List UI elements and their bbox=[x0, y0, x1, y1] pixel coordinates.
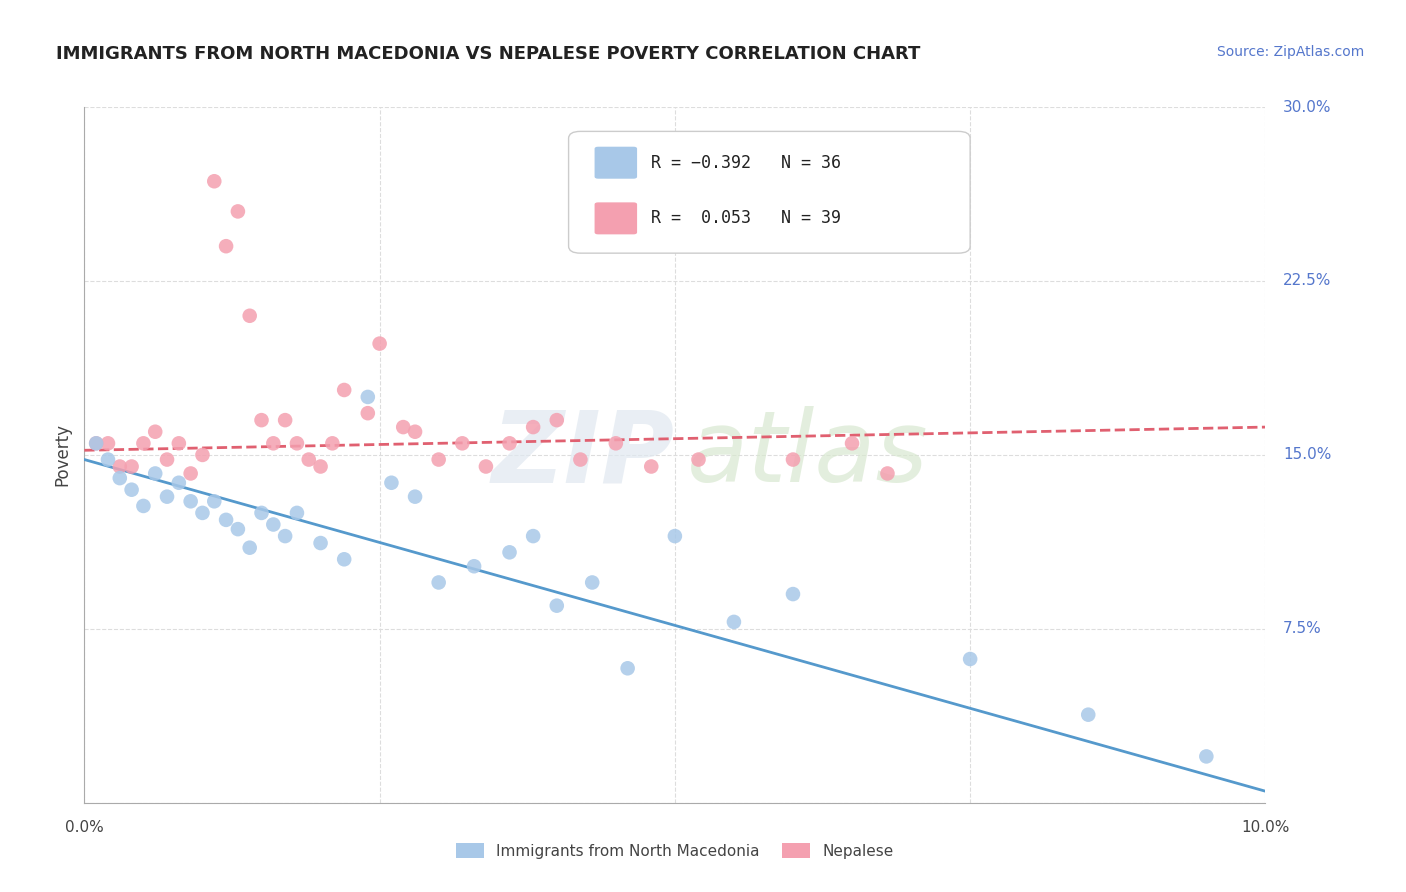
Point bbox=[427, 452, 450, 467]
Text: R = −0.392   N = 36: R = −0.392 N = 36 bbox=[651, 153, 841, 171]
Legend: Immigrants from North Macedonia, Nepalese: Immigrants from North Macedonia, Nepales… bbox=[450, 837, 900, 864]
Point bbox=[605, 436, 627, 450]
Point bbox=[333, 552, 356, 566]
Text: 7.5%: 7.5% bbox=[1284, 622, 1322, 636]
Point bbox=[191, 506, 214, 520]
Point bbox=[274, 413, 297, 427]
Point bbox=[404, 490, 426, 504]
Point bbox=[239, 309, 262, 323]
Point bbox=[191, 448, 214, 462]
Text: 30.0%: 30.0% bbox=[1284, 100, 1331, 114]
FancyBboxPatch shape bbox=[595, 202, 637, 235]
Text: 15.0%: 15.0% bbox=[1284, 448, 1331, 462]
FancyBboxPatch shape bbox=[568, 131, 970, 253]
Point bbox=[309, 459, 332, 474]
Point bbox=[782, 587, 804, 601]
Point bbox=[262, 517, 284, 532]
Point bbox=[250, 506, 273, 520]
Point bbox=[298, 452, 321, 467]
Point bbox=[522, 420, 544, 434]
Point bbox=[180, 494, 202, 508]
Point bbox=[688, 452, 710, 467]
Text: ZIP: ZIP bbox=[492, 407, 675, 503]
Point bbox=[546, 599, 568, 613]
FancyBboxPatch shape bbox=[595, 146, 637, 178]
Point bbox=[202, 174, 225, 188]
Point bbox=[876, 467, 898, 481]
Point bbox=[167, 436, 190, 450]
Point bbox=[143, 425, 166, 439]
Point bbox=[108, 471, 131, 485]
Text: 0.0%: 0.0% bbox=[65, 821, 104, 835]
Point bbox=[1077, 707, 1099, 722]
Point bbox=[309, 536, 332, 550]
Point bbox=[132, 436, 155, 450]
Point bbox=[959, 652, 981, 666]
Text: R =  0.053   N = 39: R = 0.053 N = 39 bbox=[651, 210, 841, 227]
Point bbox=[333, 383, 356, 397]
Point bbox=[782, 452, 804, 467]
Point bbox=[226, 204, 249, 219]
Point bbox=[108, 459, 131, 474]
Point bbox=[841, 436, 863, 450]
Point bbox=[262, 436, 284, 450]
Y-axis label: Poverty: Poverty bbox=[53, 424, 72, 486]
Point bbox=[285, 506, 308, 520]
Point bbox=[427, 575, 450, 590]
Point bbox=[167, 475, 190, 490]
Point bbox=[121, 459, 143, 474]
Point bbox=[546, 413, 568, 427]
Point bbox=[215, 239, 238, 253]
Point bbox=[380, 475, 402, 490]
Point bbox=[156, 452, 179, 467]
Text: 22.5%: 22.5% bbox=[1284, 274, 1331, 288]
Point bbox=[274, 529, 297, 543]
Point bbox=[1195, 749, 1218, 764]
Point bbox=[132, 499, 155, 513]
Point bbox=[156, 490, 179, 504]
Point bbox=[498, 436, 520, 450]
Point bbox=[368, 336, 391, 351]
Point bbox=[357, 390, 380, 404]
Point bbox=[463, 559, 485, 574]
Point bbox=[451, 436, 474, 450]
Point bbox=[581, 575, 603, 590]
Point bbox=[239, 541, 262, 555]
Text: Source: ZipAtlas.com: Source: ZipAtlas.com bbox=[1216, 45, 1364, 59]
Point bbox=[616, 661, 638, 675]
Point bbox=[121, 483, 143, 497]
Point bbox=[522, 529, 544, 543]
Text: 10.0%: 10.0% bbox=[1241, 821, 1289, 835]
Point bbox=[357, 406, 380, 420]
Point bbox=[202, 494, 225, 508]
Point bbox=[97, 452, 120, 467]
Point bbox=[180, 467, 202, 481]
Point bbox=[640, 459, 662, 474]
Point bbox=[84, 436, 107, 450]
Point bbox=[84, 436, 107, 450]
Point bbox=[143, 467, 166, 481]
Point bbox=[392, 420, 415, 434]
Point bbox=[664, 529, 686, 543]
Point bbox=[475, 459, 498, 474]
Point bbox=[97, 436, 120, 450]
Point bbox=[215, 513, 238, 527]
Point bbox=[321, 436, 343, 450]
Point bbox=[285, 436, 308, 450]
Point bbox=[569, 452, 592, 467]
Point bbox=[226, 522, 249, 536]
Point bbox=[404, 425, 426, 439]
Text: atlas: atlas bbox=[686, 407, 928, 503]
Point bbox=[723, 615, 745, 629]
Text: IMMIGRANTS FROM NORTH MACEDONIA VS NEPALESE POVERTY CORRELATION CHART: IMMIGRANTS FROM NORTH MACEDONIA VS NEPAL… bbox=[56, 45, 921, 62]
Point bbox=[250, 413, 273, 427]
Point bbox=[498, 545, 520, 559]
